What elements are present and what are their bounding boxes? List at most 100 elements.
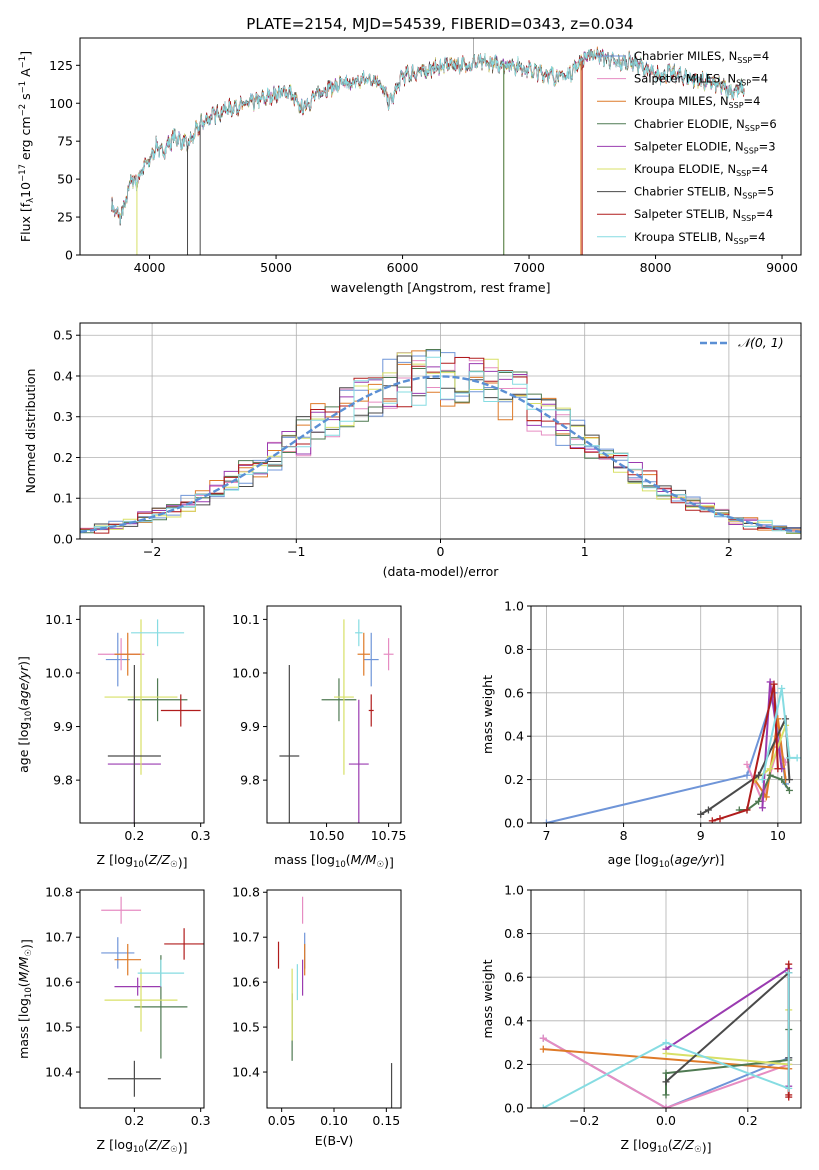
y-tick-label: 0.5 (53, 328, 73, 343)
y-tick-label: 0.0 (504, 816, 524, 831)
y-tick-label: 0.6 (504, 970, 524, 985)
y-tick-label: 10.0 (45, 665, 73, 680)
y-axis-label: mass weight (480, 675, 495, 754)
x-tick-label: 0.0 (656, 1113, 676, 1128)
spectrum-line (111, 49, 745, 224)
residual-histogram-panel: −2 −1 0 1 2 0.0 0.1 0.2 0.3 0.4 0.5 𝒩(0, 1) (data-mo… (23, 322, 802, 579)
y-tick-label: 0.1 (53, 491, 73, 506)
y-axis-label: Flux [fλ10−17 erg cm−2 s−1 A−1] (18, 51, 36, 242)
legend-label: 𝒩(0, 1) (738, 335, 784, 350)
y-tick-label: 1.0 (504, 883, 524, 898)
y-tick-label: 75 (57, 134, 73, 149)
y-tick-label: 0.4 (504, 729, 524, 744)
legend-label: Chabrier MILES, NSSP=4 (634, 49, 769, 65)
x-axis-label: (data-model)/error (383, 564, 500, 579)
y-axis-label: age [log10(age/yr)] (16, 656, 34, 773)
x-tick-label: 4000 (134, 260, 166, 275)
y-tick-label: 0.8 (504, 926, 524, 941)
weight-line (761, 688, 798, 780)
y-tick-label: 0.6 (504, 685, 524, 700)
y-tick-label: 100 (49, 96, 73, 111)
weight-line (542, 1037, 790, 1108)
mass-vs-extinction-panel: 0.05 0.10 0.15 10.4 10.5 10.6 10.7 10.8 E(B-V) (232, 885, 402, 1148)
y-axis-label: mass [log10(M/M☉)] (16, 939, 34, 1059)
plot-area (97, 619, 201, 823)
x-tick-label: −2 (143, 544, 161, 559)
plot-area (279, 619, 394, 823)
plot-area (80, 349, 801, 538)
plot-area (539, 960, 793, 1108)
y-tick-label: 10.6 (232, 975, 260, 990)
x-tick-label: 1 (581, 544, 589, 559)
legend-label: Salpeter STELIB, NSSP=4 (634, 207, 773, 223)
y-tick-label: 0.2 (53, 450, 73, 465)
y-tick-label: 25 (57, 210, 73, 225)
y-tick-label: 9.8 (53, 773, 73, 788)
y-tick-label: 10.1 (45, 612, 73, 627)
axes-frame (530, 605, 802, 824)
x-tick-label: 0.10 (320, 1113, 348, 1128)
plot-area (101, 896, 204, 1097)
x-tick-label: 8000 (640, 260, 672, 275)
axes-frame (79, 37, 802, 256)
y-axis-label: mass weight (480, 959, 495, 1038)
y-tick-label: 0.4 (504, 1013, 524, 1028)
x-tick-label: 0.2 (124, 828, 144, 843)
y-tick-label: 10.7 (232, 930, 260, 945)
y-tick-label: 9.8 (240, 773, 260, 788)
x-tick-label: 0 (437, 544, 445, 559)
y-tick-label: 0.4 (53, 368, 73, 383)
plot-area (111, 38, 745, 255)
y-tick-label: 10.1 (232, 612, 260, 627)
y-tick-label: 1.0 (504, 599, 524, 614)
y-tick-label: 10.5 (45, 1020, 73, 1035)
x-axis-label: mass [log10(M/M☉)] (274, 852, 394, 870)
y-tick-label: 0 (65, 248, 73, 263)
x-axis-label: E(B-V) (315, 1133, 354, 1148)
axes-frame (79, 889, 205, 1109)
mass-weight-vs-age-panel: 7 8 9 10 0.0 0.2 0.4 0.6 0.8 1.0 mass weight age [l… (480, 599, 802, 870)
legend-label: Kroupa STELIB, NSSP=4 (634, 230, 765, 246)
x-tick-label: −1 (287, 544, 305, 559)
spectrum-panel: 4000 5000 6000 7000 8000 9000 0 25 50 75 100 125 Cha… (18, 37, 802, 295)
y-tick-label: 0.2 (504, 772, 524, 787)
y-tick-label: 10.4 (232, 1065, 260, 1080)
y-tick-label: 125 (49, 58, 73, 73)
y-tick-label: 10.5 (232, 1020, 260, 1035)
gaussian-curve (80, 375, 801, 534)
histogram-step (80, 356, 801, 533)
weight-line (753, 718, 787, 800)
x-tick-label: 10.50 (309, 828, 345, 843)
x-tick-label: 0.2 (738, 1113, 758, 1128)
weight-line (546, 692, 787, 823)
x-tick-label: 10 (770, 828, 786, 843)
y-axis-label: Normed distribution (23, 369, 38, 494)
x-tick-label: 0.2 (124, 1113, 144, 1128)
x-axis-label: wavelength [Angstrom, rest frame] (330, 280, 550, 295)
x-tick-label: 9000 (766, 260, 798, 275)
legend-label: Kroupa ELODIE, NSSP=4 (634, 162, 768, 178)
x-tick-label: 8 (620, 828, 628, 843)
y-tick-label: 10.6 (45, 975, 73, 990)
x-tick-label: −0.2 (569, 1113, 599, 1128)
y-tick-label: 0.0 (504, 1101, 524, 1116)
x-tick-label: 6000 (387, 260, 419, 275)
legend-label: Salpeter MILES, NSSP=4 (634, 72, 768, 88)
legend-label: Salpeter ELODIE, NSSP=3 (634, 139, 776, 155)
x-tick-label: 9 (697, 828, 705, 843)
axes-frame (79, 605, 205, 824)
axes-frame (266, 605, 402, 824)
plot-area (542, 678, 801, 823)
y-tick-label: 50 (57, 172, 73, 187)
y-tick-label: 10.4 (45, 1065, 73, 1080)
legend-label: Kroupa MILES, NSSP=4 (634, 94, 760, 110)
spectrum-legend: Chabrier MILES, NSSP=4 Salpeter MILES, NS… (597, 49, 777, 246)
x-tick-label: 2 (725, 544, 733, 559)
legend-label: Chabrier STELIB, NSSP=5 (634, 185, 774, 201)
mass-weight-vs-metallicity-panel: −0.2 0.0 0.2 0.0 0.2 0.4 0.6 0.8 1.0 mass weight Z… (480, 883, 802, 1155)
y-tick-label: 10.0 (232, 665, 260, 680)
x-axis-label: Z [log10(Z/Z☉)] (97, 1137, 188, 1155)
x-axis-label: Z [log10(Z/Z☉)] (97, 852, 188, 870)
age-vs-mass-panel: 10.50 10.75 9.8 9.9 10.0 10.1 mass [log10(M/M☉… (232, 605, 406, 870)
